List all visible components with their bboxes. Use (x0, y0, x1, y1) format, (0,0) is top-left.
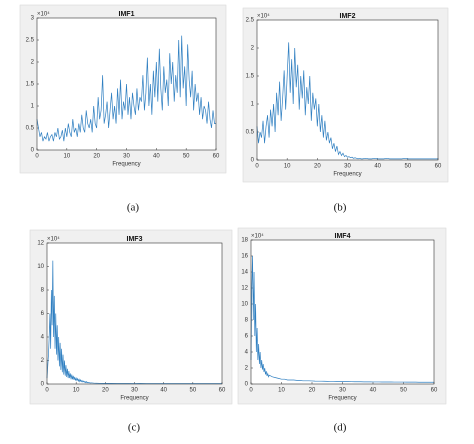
y-multiplier: ×10⁴ (47, 236, 60, 243)
x-tick-label: 60 (435, 164, 442, 170)
x-tick-label: 0 (45, 388, 49, 394)
spectrum-line (46, 260, 222, 385)
y-tick-label: 12 (241, 286, 248, 292)
y-tick-label: 3 (31, 16, 35, 22)
x-tick-label: 10 (284, 164, 291, 170)
x-axis-label: Frequency (112, 162, 140, 168)
x-axis-label: Frequency (333, 172, 361, 178)
caption: (d) (334, 422, 347, 434)
caption: (c) (128, 422, 141, 434)
axes-frame (250, 239, 435, 385)
spectrum-line (250, 255, 434, 383)
y-tick-label: 4 (245, 350, 249, 356)
y-tick-label: 18 (241, 238, 248, 244)
x-tick-label: 10 (73, 388, 80, 394)
y-tick-label: 4 (41, 335, 45, 341)
spectrum-line (256, 42, 438, 160)
x-tick-label: 40 (153, 154, 160, 160)
x-tick-label: 20 (314, 164, 321, 170)
y-tick-label: 6 (245, 334, 249, 340)
y-tick-label: 8 (41, 288, 45, 294)
y-tick-label: 2 (31, 60, 35, 66)
chart-title: IMF1 (119, 11, 135, 18)
x-axis-label: Frequency (120, 396, 148, 402)
x-tick-label: 0 (255, 164, 259, 170)
x-tick-label: 50 (189, 388, 196, 394)
x-tick-label: 10 (63, 154, 70, 160)
y-tick-label: 1 (251, 102, 255, 108)
chart-title: IMF4 (335, 233, 351, 240)
x-tick-label: 30 (123, 154, 130, 160)
chart-title: IMF2 (340, 13, 356, 20)
chart-title: IMF3 (127, 236, 143, 243)
y-tick-label: 1.5 (246, 74, 255, 80)
y-tick-label: 2 (245, 366, 249, 372)
x-tick-label: 40 (160, 388, 167, 394)
axes-frame (256, 19, 439, 161)
y-tick-label: 1.5 (26, 82, 35, 88)
x-tick-label: 50 (400, 388, 407, 394)
y-tick-label: 12 (37, 241, 44, 247)
y-tick-label: 2 (41, 358, 45, 364)
y-tick-label: 0 (41, 382, 45, 388)
y-tick-label: 0.5 (246, 130, 255, 136)
plot-area (257, 20, 438, 160)
x-tick-label: 30 (344, 164, 351, 170)
x-tick-label: 60 (431, 388, 438, 394)
x-tick-label: 30 (339, 388, 346, 394)
spectrum-line (36, 35, 216, 142)
x-tick-label: 10 (278, 388, 285, 394)
y-tick-label: 2.5 (246, 18, 255, 24)
x-tick-label: 30 (131, 388, 138, 394)
y-tick-label: 16 (241, 254, 248, 260)
x-tick-label: 60 (219, 388, 226, 394)
y-tick-label: 0 (31, 148, 35, 154)
axes-frame (36, 17, 217, 151)
x-tick-label: 40 (370, 388, 377, 394)
x-tick-label: 20 (93, 154, 100, 160)
x-tick-label: 50 (404, 164, 411, 170)
y-tick-label: 10 (37, 264, 44, 270)
y-tick-label: 14 (241, 270, 248, 276)
x-axis-label: Frequency (328, 396, 356, 402)
y-tick-label: 0 (245, 382, 249, 388)
y-tick-label: 1 (31, 104, 35, 110)
y-multiplier: ×10⁴ (37, 11, 50, 18)
y-tick-label: 2 (251, 46, 255, 52)
plot-area (251, 240, 434, 384)
caption: (a) (127, 202, 140, 214)
x-tick-label: 50 (183, 154, 190, 160)
x-tick-label: 0 (35, 154, 39, 160)
y-tick-label: 6 (41, 311, 45, 317)
y-multiplier: ×10⁴ (257, 13, 270, 20)
y-tick-label: 0.5 (26, 126, 35, 132)
y-tick-label: 2.5 (26, 38, 35, 44)
x-tick-label: 60 (213, 154, 220, 160)
axes-frame (46, 242, 223, 385)
y-tick-label: 10 (241, 302, 248, 308)
y-tick-label: 8 (245, 318, 249, 324)
x-tick-label: 40 (374, 164, 381, 170)
x-tick-label: 20 (309, 388, 316, 394)
y-multiplier: ×10⁴ (251, 233, 264, 240)
caption: (b) (334, 202, 347, 214)
x-tick-label: 20 (102, 388, 109, 394)
x-tick-label: 0 (249, 388, 253, 394)
plot-area (47, 243, 222, 384)
y-tick-label: 0 (251, 158, 255, 164)
